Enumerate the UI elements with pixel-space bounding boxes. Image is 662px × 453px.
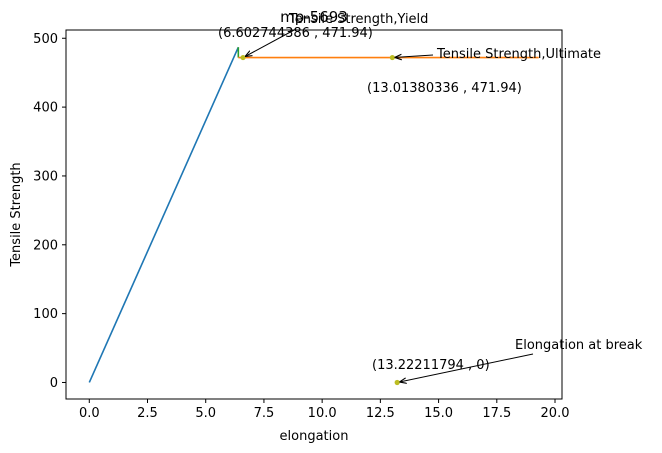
y-tick-label: 400 xyxy=(33,101,58,116)
annotation-label: Elongation at break xyxy=(515,338,643,353)
axes-frame xyxy=(65,29,563,400)
y-tick-label: 200 xyxy=(33,238,58,253)
annotation-label: Tensile Strength,Ultimate xyxy=(436,47,601,62)
x-tick-label: 2.5 xyxy=(137,406,158,421)
series-line xyxy=(88,46,240,383)
x-tick-label: 7.5 xyxy=(254,406,275,421)
plot-area xyxy=(88,46,539,386)
x-tick-label: 10.0 xyxy=(308,406,337,421)
annotation-label: (13.01380336 , 471.94) xyxy=(367,81,522,96)
data-point-marker xyxy=(389,54,395,61)
y-tick-label: 100 xyxy=(33,307,58,322)
x-tick-label: 17.5 xyxy=(482,406,511,421)
x-axis: 0.0 2.5 5.0 7.5 10.0 12.5 15.0 17.5 20.0 xyxy=(79,399,570,421)
y-tick-label: 0 xyxy=(50,376,58,391)
data-point-marker xyxy=(240,54,246,61)
x-tick-label: 12.5 xyxy=(366,406,395,421)
y-axis-label: Tensile Strength xyxy=(9,162,24,267)
annotation-arrow xyxy=(246,28,297,56)
y-tick-label: 300 xyxy=(33,169,58,184)
x-tick-label: 15.0 xyxy=(424,406,453,421)
y-axis: 0 100 200 300 400 500 xyxy=(33,32,66,391)
chart-title: mp-5693 xyxy=(280,8,348,26)
annotation-label: Tensile Strength,Yield xyxy=(288,12,428,27)
annotation-label: (6.602744386 , 471.94) xyxy=(218,26,373,41)
annotation-label: (13.22211794 , 0) xyxy=(372,358,490,373)
annotation-arrow xyxy=(395,55,434,57)
data-point-marker xyxy=(394,379,400,386)
annotation-arrow xyxy=(400,353,534,382)
x-tick-label: 0.0 xyxy=(79,406,100,421)
x-axis-label: elongation xyxy=(280,429,349,444)
annotations: Tensile Strength,Yield(6.602744386 , 471… xyxy=(218,12,643,382)
x-tick-label: 20.0 xyxy=(541,406,570,421)
y-tick-label: 500 xyxy=(33,32,58,47)
x-tick-label: 5.0 xyxy=(195,406,216,421)
